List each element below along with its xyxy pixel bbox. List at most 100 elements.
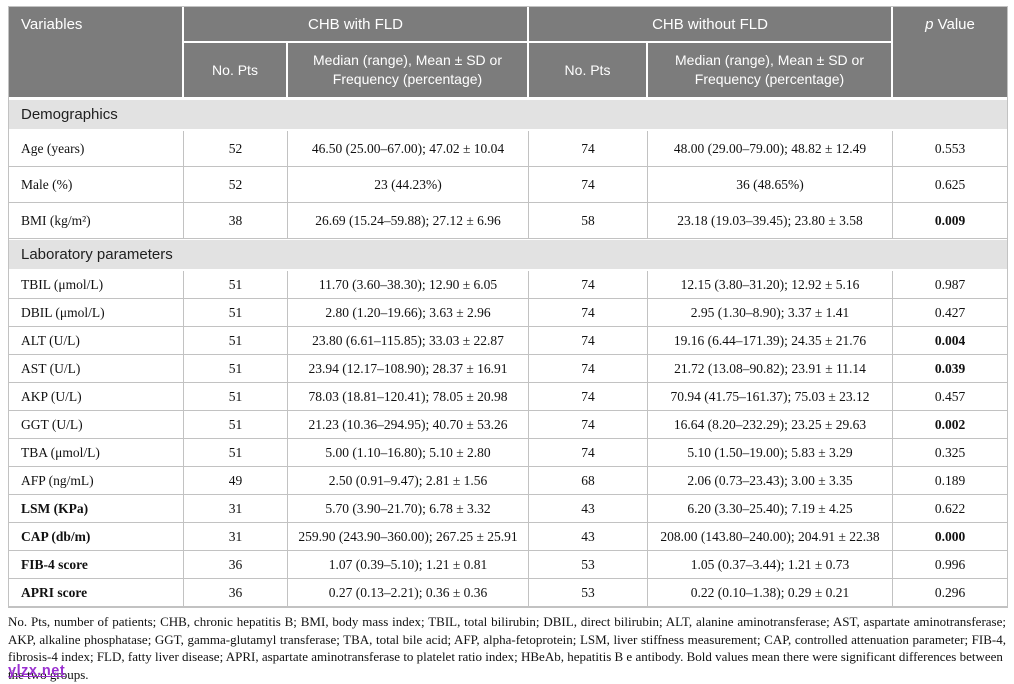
p-value-italic-p: p — [925, 16, 934, 33]
value-without: 48.00 (29.00–79.00); 48.82 ± 12.49 — [648, 131, 893, 167]
table-row: TBA (μmol/L) 51 5.00 (1.10–16.80); 5.10 ± … — [9, 439, 1007, 467]
p-value: 0.189 — [893, 467, 1007, 495]
column-header-stat-without: Median (range), Mean ± SD or Frequency (… — [648, 43, 893, 99]
p-value: 0.000 — [893, 523, 1007, 551]
value-without: 23.18 (19.03–39.45); 23.80 ± 3.58 — [648, 203, 893, 239]
value-without: 12.15 (3.80–31.20); 12.92 ± 5.16 — [648, 271, 893, 299]
p-value: 0.996 — [893, 551, 1007, 579]
table-row: DBIL (μmol/L) 51 2.80 (1.20–19.66); 3.63 ±… — [9, 299, 1007, 327]
column-header-p-value: p Value — [893, 7, 1007, 99]
header-row-sub: No. Pts Median (range), Mean ± SD or Fre… — [9, 43, 1007, 99]
no-pts-without: 74 — [529, 131, 648, 167]
value-with: 78.03 (18.81–120.41); 78.05 ± 20.98 — [288, 383, 529, 411]
section-row: Laboratory parameters — [9, 239, 1007, 271]
row-label: GGT (U/L) — [9, 411, 184, 439]
p-value: 0.004 — [893, 327, 1007, 355]
section-row: Demographics — [9, 99, 1007, 131]
value-with: 1.07 (0.39–5.10); 1.21 ± 0.81 — [288, 551, 529, 579]
no-pts-without: 58 — [529, 203, 648, 239]
p-value: 0.427 — [893, 299, 1007, 327]
value-without: 0.22 (0.10–1.38); 0.29 ± 0.21 — [648, 579, 893, 607]
no-pts-with: 49 — [184, 467, 288, 495]
p-value-label: Value — [933, 16, 975, 33]
value-without: 208.00 (143.80–240.00); 204.91 ± 22.38 — [648, 523, 893, 551]
p-value: 0.039 — [893, 355, 1007, 383]
value-with: 11.70 (3.60–38.30); 12.90 ± 6.05 — [288, 271, 529, 299]
comparison-table: Variables CHB with FLD CHB without FLD p… — [8, 6, 1008, 608]
row-label: DBIL (μmol/L) — [9, 299, 184, 327]
p-value: 0.987 — [893, 271, 1007, 299]
row-label: AKP (U/L) — [9, 383, 184, 411]
value-without: 16.64 (8.20–232.29); 23.25 ± 29.63 — [648, 411, 893, 439]
no-pts-without: 68 — [529, 467, 648, 495]
row-label: TBA (μmol/L) — [9, 439, 184, 467]
p-value: 0.009 — [893, 203, 1007, 239]
footnote-last-line: the two groups. ylzx.net — [8, 663, 1006, 684]
table-row: CAP (db/m) 31 259.90 (243.90–360.00); 267.… — [9, 523, 1007, 551]
value-without: 70.94 (41.75–161.37); 75.03 ± 23.12 — [648, 383, 893, 411]
value-without: 21.72 (13.08–90.82); 23.91 ± 11.14 — [648, 355, 893, 383]
value-with: 23.80 (6.61–115.85); 33.03 ± 22.87 — [288, 327, 529, 355]
column-header-no-pts-with: No. Pts — [184, 43, 288, 99]
value-with: 2.50 (0.91–9.47); 2.81 ± 1.56 — [288, 467, 529, 495]
table-row: BMI (kg/m²) 38 26.69 (15.24–59.88); 27.12 … — [9, 203, 1007, 239]
table-row: Age (years) 52 46.50 (25.00–67.00); 47.02 … — [9, 131, 1007, 167]
value-with: 259.90 (243.90–360.00); 267.25 ± 25.91 — [288, 523, 529, 551]
table-header: Variables CHB with FLD CHB without FLD p… — [9, 7, 1007, 99]
no-pts-with: 38 — [184, 203, 288, 239]
no-pts-with: 51 — [184, 383, 288, 411]
no-pts-with: 51 — [184, 327, 288, 355]
row-label: BMI (kg/m²) — [9, 203, 184, 239]
no-pts-with: 31 — [184, 523, 288, 551]
footnote-last-text: the two groups. — [8, 666, 89, 682]
table-row: AFP (ng/mL) 49 2.50 (0.91–9.47); 2.81 ± 1.… — [9, 467, 1007, 495]
no-pts-without: 74 — [529, 355, 648, 383]
no-pts-with: 36 — [184, 551, 288, 579]
column-header-chb-with-fld: CHB with FLD — [184, 7, 529, 43]
value-with: 21.23 (10.36–294.95); 40.70 ± 53.26 — [288, 411, 529, 439]
column-header-variables: Variables — [9, 7, 184, 99]
row-label: FIB-4 score — [9, 551, 184, 579]
row-label: LSM (KPa) — [9, 495, 184, 523]
value-with: 23 (44.23%) — [288, 167, 529, 203]
no-pts-without: 43 — [529, 523, 648, 551]
value-with: 23.94 (12.17–108.90); 28.37 ± 16.91 — [288, 355, 529, 383]
value-with: 5.00 (1.10–16.80); 5.10 ± 2.80 — [288, 439, 529, 467]
column-header-no-pts-without: No. Pts — [529, 43, 648, 99]
column-header-chb-without-fld: CHB without FLD — [529, 7, 893, 43]
no-pts-without: 74 — [529, 327, 648, 355]
no-pts-with: 51 — [184, 411, 288, 439]
value-with: 46.50 (25.00–67.00); 47.02 ± 10.04 — [288, 131, 529, 167]
no-pts-without: 53 — [529, 551, 648, 579]
p-value: 0.625 — [893, 167, 1007, 203]
row-label: Age (years) — [9, 131, 184, 167]
p-value: 0.002 — [893, 411, 1007, 439]
value-without: 2.95 (1.30–8.90); 3.37 ± 1.41 — [648, 299, 893, 327]
no-pts-with: 51 — [184, 271, 288, 299]
p-value: 0.457 — [893, 383, 1007, 411]
column-header-stat-with: Median (range), Mean ± SD or Frequency (… — [288, 43, 529, 99]
table-footnote: No. Pts, number of patients; CHB, chroni… — [8, 613, 1006, 684]
header-row-groups: Variables CHB with FLD CHB without FLD p… — [9, 7, 1007, 99]
no-pts-without: 74 — [529, 167, 648, 203]
value-without: 5.10 (1.50–19.00); 5.83 ± 3.29 — [648, 439, 893, 467]
no-pts-with: 51 — [184, 355, 288, 383]
p-value: 0.553 — [893, 131, 1007, 167]
p-value: 0.296 — [893, 579, 1007, 607]
value-without: 2.06 (0.73–23.43); 3.00 ± 3.35 — [648, 467, 893, 495]
row-label: TBIL (μmol/L) — [9, 271, 184, 299]
table-row: GGT (U/L) 51 21.23 (10.36–294.95); 40.70 ±… — [9, 411, 1007, 439]
table-row: LSM (KPa) 31 5.70 (3.90–21.70); 6.78 ± 3.3… — [9, 495, 1007, 523]
value-with: 2.80 (1.20–19.66); 3.63 ± 2.96 — [288, 299, 529, 327]
p-value: 0.622 — [893, 495, 1007, 523]
table-row: AKP (U/L) 51 78.03 (18.81–120.41); 78.05 ±… — [9, 383, 1007, 411]
no-pts-without: 74 — [529, 299, 648, 327]
row-label: AST (U/L) — [9, 355, 184, 383]
no-pts-without: 74 — [529, 411, 648, 439]
value-with: 0.27 (0.13–2.21); 0.36 ± 0.36 — [288, 579, 529, 607]
no-pts-without: 53 — [529, 579, 648, 607]
table-row: Male (%) 52 23 (44.23%) 74 36 (48.65%) 0.625 — [9, 167, 1007, 203]
no-pts-with: 36 — [184, 579, 288, 607]
row-label: Male (%) — [9, 167, 184, 203]
